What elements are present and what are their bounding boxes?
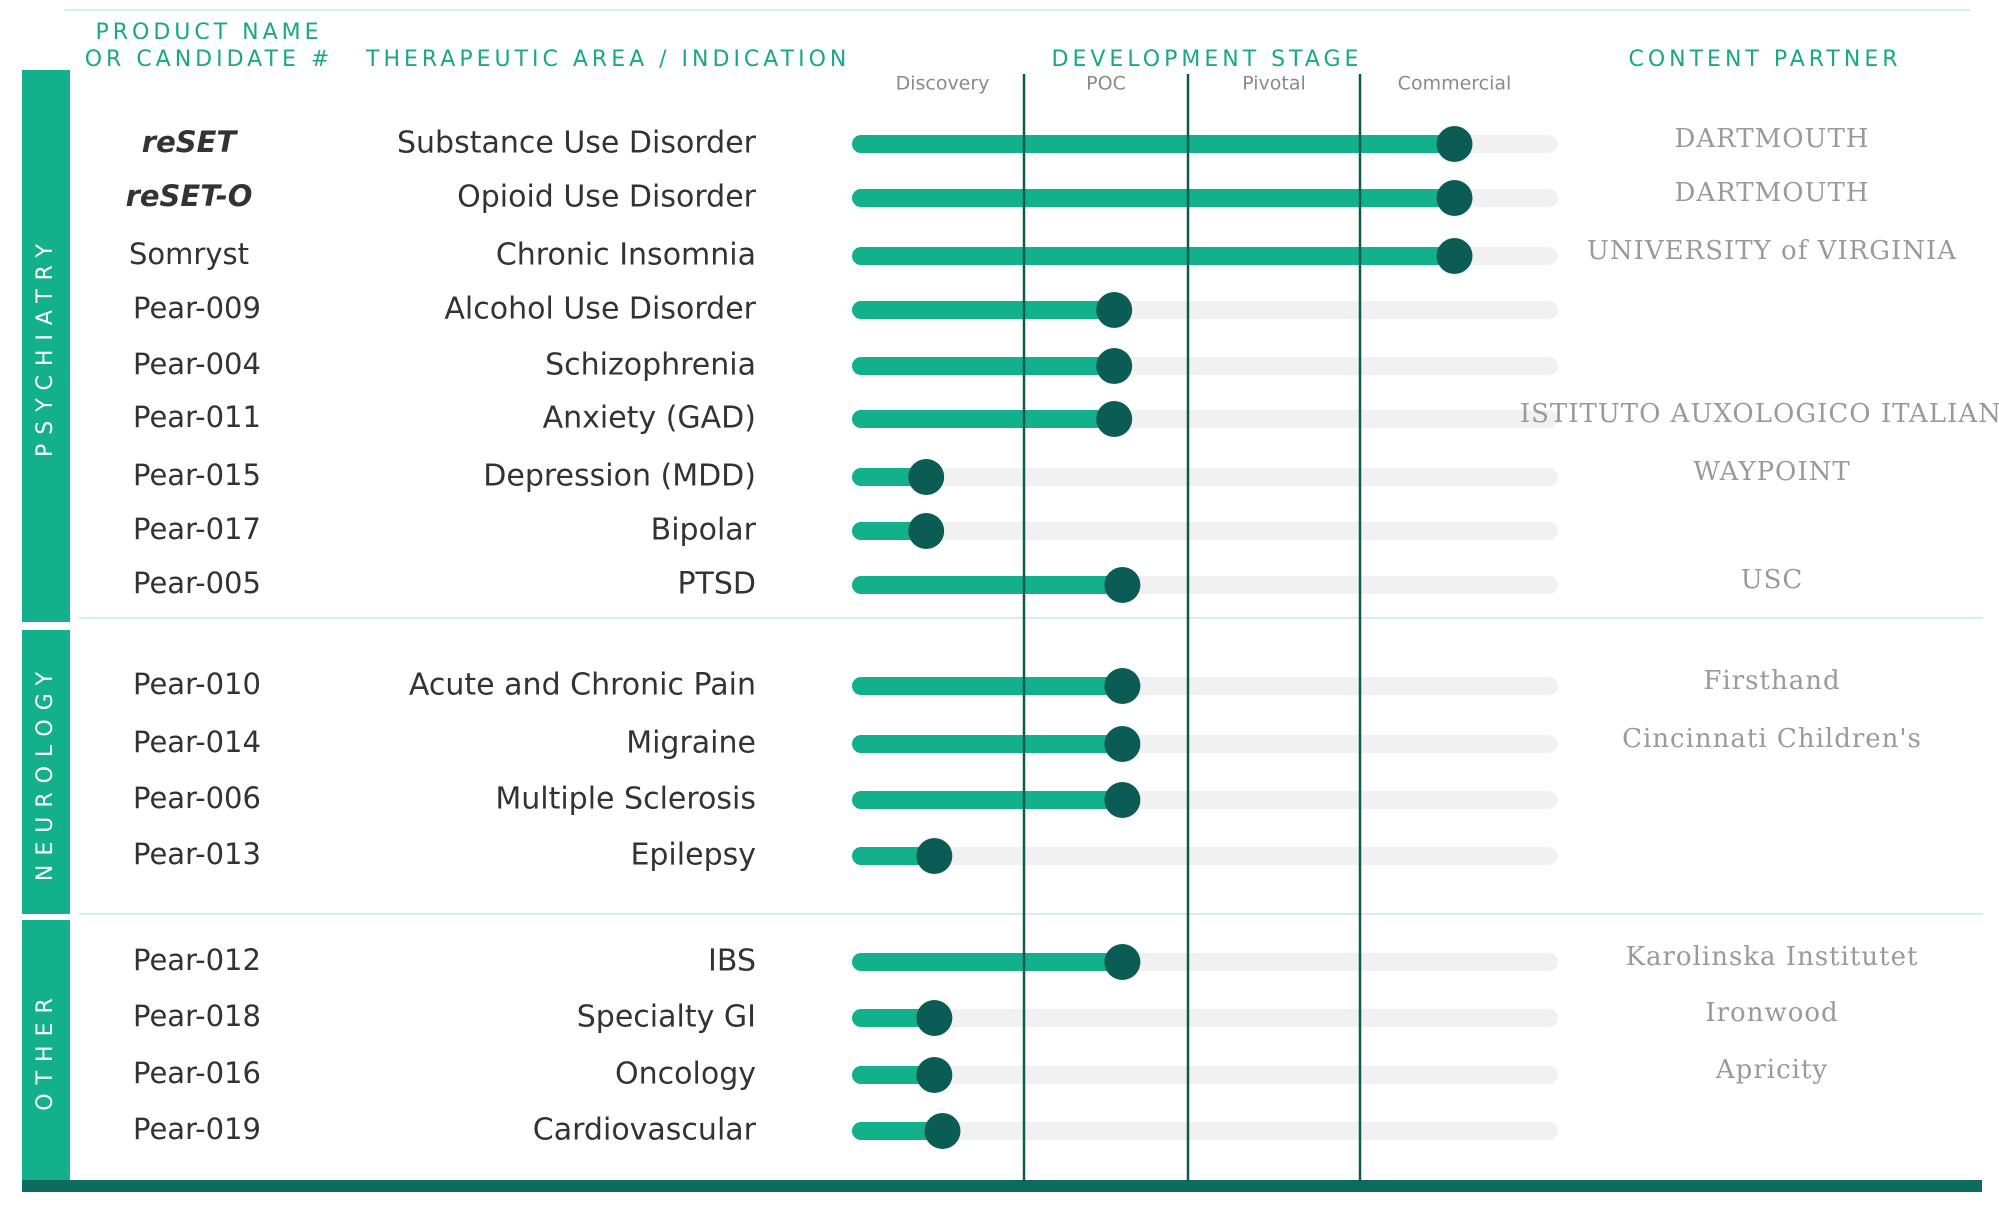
partner: Karolinska Institutet bbox=[1626, 942, 1919, 972]
progress-dot bbox=[1096, 401, 1133, 437]
partner: Ironwood bbox=[1705, 998, 1838, 1028]
progress-dot bbox=[1104, 567, 1141, 603]
indication: Epilepsy bbox=[630, 838, 756, 873]
product-name: Pear-017 bbox=[133, 512, 261, 546]
progress-dot bbox=[1104, 944, 1141, 980]
group-label: NEUROLOGY bbox=[33, 663, 58, 881]
indication: Cardiovascular bbox=[533, 1113, 757, 1148]
progress-dot bbox=[1436, 180, 1473, 216]
stage-label: POC bbox=[1086, 73, 1126, 95]
product-name: Pear-010 bbox=[133, 667, 261, 701]
partner-header: CONTENT PARTNER bbox=[1628, 47, 1901, 72]
group-bar bbox=[22, 630, 70, 914]
indication: Migraine bbox=[626, 726, 756, 761]
indication: Specialty GI bbox=[577, 1000, 756, 1035]
progress-dot bbox=[908, 513, 945, 549]
product-name: reSET bbox=[142, 125, 239, 159]
progress-dot bbox=[1104, 726, 1141, 762]
partner: Firsthand bbox=[1703, 666, 1840, 696]
bottom-band bbox=[22, 1180, 1982, 1192]
progress-dot bbox=[908, 459, 945, 495]
partner: DARTMOUTH bbox=[1675, 178, 1870, 208]
product-name: Pear-014 bbox=[133, 725, 261, 759]
stage-header: DEVELOPMENT STAGE bbox=[1052, 47, 1363, 72]
partner: USC bbox=[1741, 565, 1804, 595]
partner: UNIVERSITY of VIRGINIA bbox=[1587, 236, 1957, 266]
indication: Schizophrenia bbox=[545, 348, 756, 383]
indication: Bipolar bbox=[651, 513, 757, 548]
product-name: Pear-004 bbox=[133, 347, 261, 381]
stage-label: Pivotal bbox=[1242, 73, 1306, 95]
product-name: Pear-019 bbox=[133, 1112, 261, 1146]
progress-dot bbox=[1096, 292, 1133, 328]
group-label: OTHER bbox=[33, 989, 58, 1110]
product-name: Pear-006 bbox=[133, 781, 261, 815]
product-name: Somryst bbox=[129, 237, 249, 271]
progress-dot bbox=[1436, 238, 1473, 274]
partner: WAYPOINT bbox=[1693, 457, 1851, 487]
progress-dot bbox=[1096, 348, 1133, 384]
product-name: Pear-013 bbox=[133, 837, 261, 871]
group-bar bbox=[22, 70, 70, 622]
group-label: PSYCHIATRY bbox=[33, 235, 58, 457]
product-name: Pear-012 bbox=[133, 943, 261, 977]
product-name: Pear-018 bbox=[133, 999, 261, 1033]
partner: Apricity bbox=[1715, 1055, 1828, 1085]
indication: Depression (MDD) bbox=[483, 459, 756, 494]
product-header: OR CANDIDATE # bbox=[85, 47, 334, 72]
progress-dot bbox=[916, 838, 953, 874]
indication: Oncology bbox=[615, 1057, 756, 1092]
product-name: Pear-016 bbox=[133, 1056, 261, 1090]
indication: Substance Use Disorder bbox=[397, 126, 757, 161]
product-name: reSET-O bbox=[126, 179, 253, 213]
indication: Multiple Sclerosis bbox=[495, 782, 756, 817]
indication: IBS bbox=[708, 944, 756, 979]
partner: ISTITUTO AUXOLOGICO ITALIANO bbox=[1520, 399, 1999, 429]
indication: PTSD bbox=[677, 567, 756, 602]
indication: Chronic Insomnia bbox=[496, 238, 756, 273]
group-bar bbox=[22, 920, 70, 1180]
indication: Acute and Chronic Pain bbox=[409, 668, 756, 703]
progress-dot bbox=[916, 1057, 953, 1093]
indication: Alcohol Use Disorder bbox=[444, 292, 756, 327]
product-name: Pear-009 bbox=[133, 291, 261, 325]
product-header: PRODUCT NAME bbox=[95, 20, 322, 45]
progress-dot bbox=[1104, 668, 1141, 704]
progress-dot bbox=[916, 1000, 953, 1036]
indication: Opioid Use Disorder bbox=[457, 180, 757, 215]
product-name: Pear-015 bbox=[133, 458, 261, 492]
progress-dot bbox=[1104, 782, 1141, 818]
progress-dot bbox=[924, 1113, 961, 1149]
partner: Cincinnati Children's bbox=[1622, 724, 1922, 754]
indication: Anxiety (GAD) bbox=[543, 401, 756, 436]
stage-label: Commercial bbox=[1398, 73, 1512, 95]
product-name: Pear-005 bbox=[133, 566, 261, 600]
product-name: Pear-011 bbox=[133, 400, 261, 434]
partner: DARTMOUTH bbox=[1675, 124, 1870, 154]
indication-header: THERAPEUTIC AREA / INDICATION bbox=[365, 47, 850, 72]
progress-dot bbox=[1436, 126, 1473, 162]
stage-label: Discovery bbox=[896, 73, 990, 95]
